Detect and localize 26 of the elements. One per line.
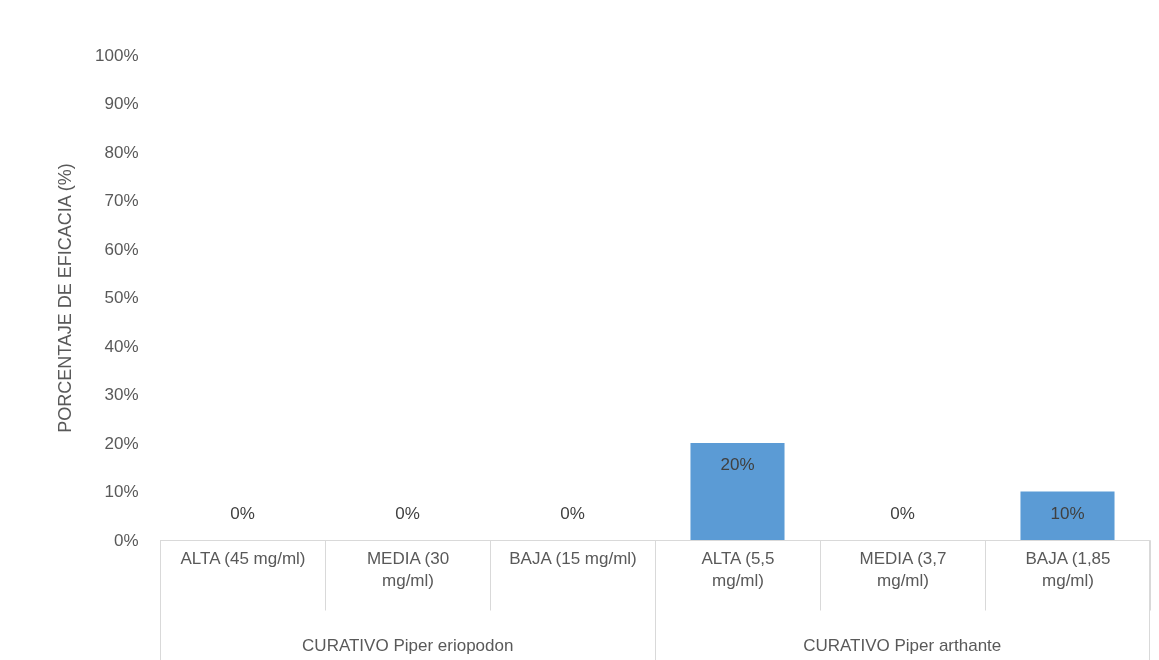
x-tick-label: ALTA (45 mg/ml) bbox=[180, 548, 306, 568]
x-tick-label: ALTA (5,5 mg/ml) bbox=[701, 548, 775, 590]
y-tick-label: 20% bbox=[104, 433, 139, 453]
y-tick-label: 0% bbox=[113, 530, 139, 550]
y-tick-label: 70% bbox=[104, 191, 139, 210]
y-tick-label: 90% bbox=[104, 94, 139, 113]
x-tick-label: BAJA (15 mg/ml) bbox=[509, 548, 637, 568]
x-tick-label: MEDIA (3,7 mg/ml) bbox=[859, 548, 947, 590]
y-tick-label: 30% bbox=[104, 385, 139, 404]
y-tick-label: 10% bbox=[104, 482, 139, 501]
data-label: 10% bbox=[1050, 503, 1085, 523]
text: CURATIVO Piper arthante bbox=[802, 636, 1003, 656]
data-label: 0% bbox=[230, 504, 255, 523]
data-label: 0% bbox=[560, 504, 585, 523]
y-tick-label: 40% bbox=[104, 336, 139, 356]
x-tick-label: MEDIA (30 mg/ml) bbox=[366, 548, 450, 590]
data-label: 0% bbox=[395, 504, 420, 523]
x-tick-label: BAJA (1,85 mg/ml) bbox=[1025, 548, 1111, 590]
data-label: 20% bbox=[720, 455, 755, 474]
y-tick-label: 50% bbox=[104, 288, 139, 307]
y-tick-label: 100% bbox=[95, 45, 139, 65]
data-label: 0% bbox=[890, 504, 915, 523]
y-tick-label: 80% bbox=[104, 142, 139, 162]
y-axis-title: PORCENTAJE DE EFICACIA (%) bbox=[55, 163, 76, 433]
text: CURATIVO Piper eriopodon bbox=[301, 636, 515, 656]
y-tick-label: 60% bbox=[104, 239, 139, 259]
